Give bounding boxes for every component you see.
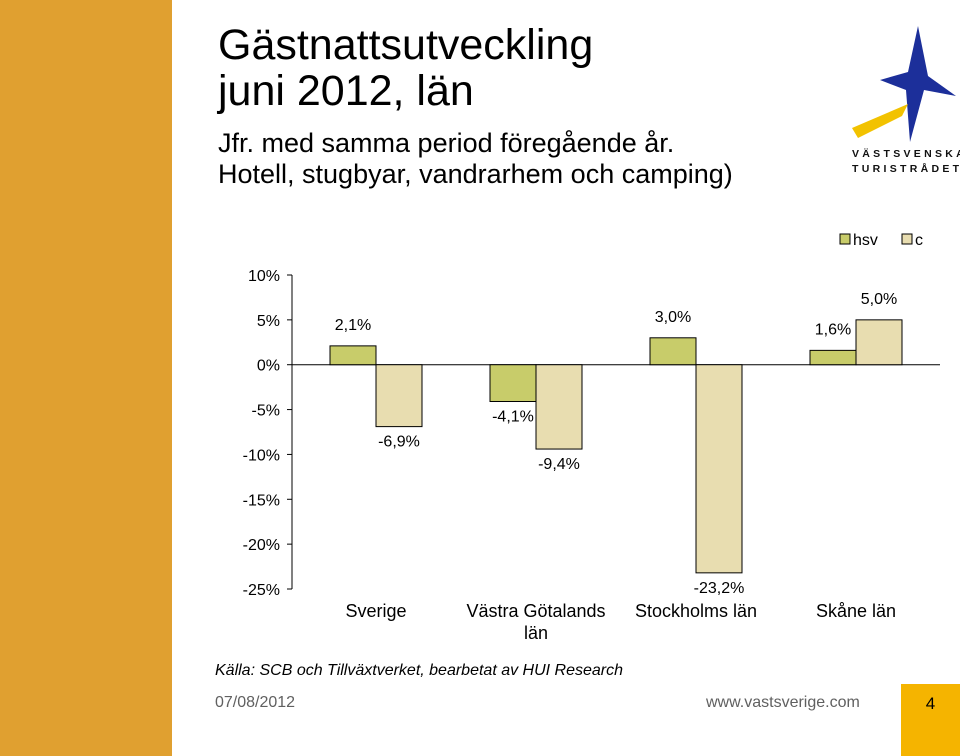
slide-subtitle-line-2: Hotell, stugbyar, vandrarhem och camping… — [218, 159, 733, 189]
logo-text-line-2: TURISTRÅDET — [852, 163, 960, 175]
data-label: -4,1% — [492, 408, 534, 425]
data-label: -9,4% — [538, 456, 580, 473]
y-tick-label: -25% — [243, 582, 280, 599]
page-number: 4 — [925, 694, 936, 713]
bar-hsv — [329, 345, 377, 366]
title-block: Gästnattsutveckling juni 2012, län Jfr. … — [218, 22, 838, 190]
slide-title-line-2: juni 2012, län — [218, 67, 474, 115]
bar-c — [695, 364, 743, 574]
y-tick-label: -5% — [252, 403, 280, 420]
category-label: Sverige — [345, 601, 406, 621]
data-label: -6,9% — [378, 434, 420, 451]
vastsvenska-turistradet-logo: VÄSTSVENSKA TURISTRÅDET — [850, 24, 960, 180]
legend-label: hsv — [853, 232, 878, 249]
y-tick-label: -15% — [243, 492, 280, 509]
data-label: 5,0% — [861, 291, 897, 308]
legend-swatch-hsv — [839, 233, 851, 245]
footer-date: 07/08/2012 — [215, 694, 296, 711]
data-label: 1,6% — [815, 321, 851, 338]
legend-label: c — [915, 232, 923, 249]
bar-hsv — [649, 337, 697, 366]
bar-c — [535, 364, 583, 450]
source-note: Källa: SCB och Tillväxtverket, bearbetat… — [215, 662, 624, 679]
category-label: Skåne län — [816, 601, 896, 621]
data-label: 2,1% — [335, 317, 371, 334]
category-label: Stockholms län — [635, 601, 757, 621]
y-tick-label: 5% — [257, 313, 280, 330]
legend-swatch-c — [901, 233, 913, 245]
y-tick-label: -10% — [243, 447, 280, 464]
bar-c — [375, 364, 423, 428]
page-number-box: 4 — [901, 684, 960, 756]
data-label: 3,0% — [655, 309, 691, 326]
side-band — [0, 0, 172, 756]
logo-text-line-1: VÄSTSVENSKA — [852, 148, 960, 160]
bar-hsv — [489, 364, 537, 402]
compass-star-icon — [852, 26, 956, 142]
data-label: -23,2% — [694, 580, 745, 597]
footer-url[interactable]: www.vastsverige.com — [706, 694, 860, 711]
y-tick-label: -20% — [243, 537, 280, 554]
slide-subtitle-line-1: Jfr. med samma period föregående år. — [218, 128, 675, 158]
bar-hsv — [809, 349, 857, 366]
y-tick-label: 10% — [248, 268, 280, 285]
bar-c — [855, 319, 903, 366]
category-label: län — [524, 623, 548, 643]
category-label: Västra Götalands — [466, 601, 605, 621]
y-tick-label: 0% — [257, 358, 280, 375]
slide-title-line-1: Gästnattsutveckling — [218, 21, 594, 69]
